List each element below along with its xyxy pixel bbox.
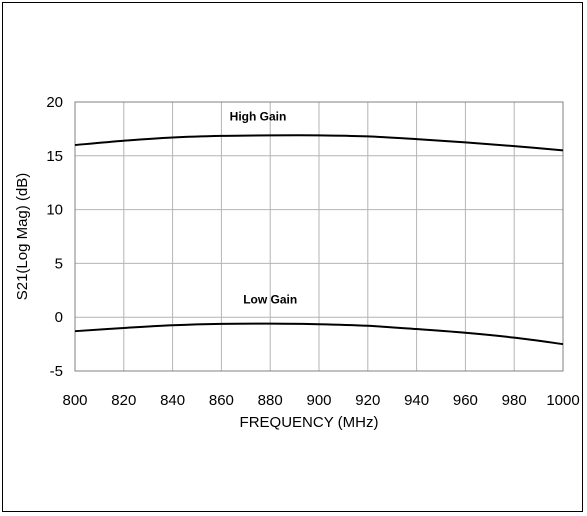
y-tick-label: 15 [46, 148, 63, 165]
x-tick-label: 880 [258, 392, 283, 409]
y-tick-label: 10 [46, 202, 63, 219]
y-axis-title: S21(Log Mag) (dB) [14, 173, 31, 301]
x-axis-title: FREQUENCY (MHz) [240, 414, 379, 431]
series-lines [74, 134, 564, 346]
y-tick-label: -5 [50, 363, 63, 380]
y-tick-label: 0 [55, 309, 63, 326]
x-tick-label: 800 [62, 392, 87, 409]
series-line-low-gain [74, 322, 564, 346]
x-tick-label: 860 [209, 392, 234, 409]
grid [74, 101, 564, 372]
plot-border [74, 101, 564, 372]
x-tick-labels: 800 820 840 860 880 900 920 940 960 980 1000 [62, 392, 579, 409]
x-tick-label: 920 [355, 392, 380, 409]
y-tick-labels: -5 0 5 10 15 20 [46, 94, 63, 380]
x-tick-label: 980 [502, 392, 527, 409]
series-line-high-gain [74, 134, 564, 152]
series-label-high-gain: High Gain [230, 109, 287, 123]
x-tick-label: 960 [453, 392, 478, 409]
x-tick-label: 1000 [546, 392, 579, 409]
x-tick-label: 840 [160, 392, 185, 409]
x-tick-label: 940 [404, 392, 429, 409]
series-label-low-gain: Low Gain [243, 293, 297, 307]
x-tick-label: 900 [306, 392, 331, 409]
series-labels: High Gain Low Gain [230, 109, 298, 306]
y-tick-label: 5 [55, 255, 63, 272]
chart-frame [2, 2, 583, 512]
x-tick-label: 820 [111, 392, 136, 409]
y-tick-label: 20 [46, 94, 63, 111]
